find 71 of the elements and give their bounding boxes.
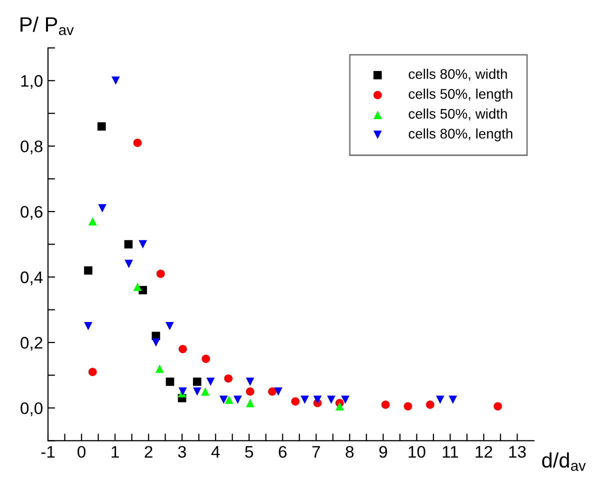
point bbox=[327, 396, 336, 404]
point bbox=[246, 387, 254, 396]
point bbox=[124, 260, 133, 268]
y-tick-label: 0,8 bbox=[20, 140, 42, 154]
legend-label: cells 50%, length bbox=[408, 88, 512, 102]
point bbox=[246, 378, 254, 386]
x-tick-label: 3 bbox=[178, 446, 186, 458]
x-tick-label: 11 bbox=[442, 446, 458, 458]
x-tick-label: 0 bbox=[78, 446, 86, 458]
point bbox=[494, 402, 502, 410]
x-tick-label: 5 bbox=[245, 446, 254, 458]
x-tick-label: 2 bbox=[144, 446, 152, 458]
x-tick-label: 4 bbox=[211, 446, 220, 458]
point bbox=[155, 364, 164, 373]
point bbox=[206, 378, 215, 386]
legend-label: cells 80%, width bbox=[408, 68, 507, 81]
point bbox=[192, 387, 202, 396]
y-tick-label: 0,0 bbox=[20, 402, 42, 416]
point bbox=[291, 397, 300, 406]
x-tick-label: -1 bbox=[41, 446, 55, 458]
point bbox=[138, 240, 148, 248]
y-axis-title: P/ P$_{av}$ bbox=[20, 16, 74, 36]
point bbox=[268, 387, 276, 396]
point bbox=[97, 122, 106, 131]
x-tick-label: 12 bbox=[476, 446, 492, 458]
point bbox=[234, 396, 242, 404]
legend-label: cells 80%, length bbox=[408, 128, 512, 142]
point bbox=[98, 204, 106, 212]
point bbox=[313, 396, 322, 404]
point bbox=[166, 378, 174, 386]
point bbox=[436, 396, 444, 404]
point bbox=[178, 344, 187, 354]
point bbox=[112, 76, 120, 85]
point bbox=[300, 396, 309, 404]
point bbox=[246, 398, 254, 408]
point bbox=[84, 266, 92, 275]
y-tick-label: 0,6 bbox=[20, 206, 42, 220]
point bbox=[426, 400, 434, 409]
point bbox=[335, 402, 344, 410]
point bbox=[124, 240, 133, 248]
x-tick-label: 9 bbox=[379, 446, 388, 458]
x-tick-label: 7 bbox=[312, 446, 320, 458]
point bbox=[133, 138, 142, 147]
y-tick-label: 0,2 bbox=[20, 336, 42, 351]
point bbox=[404, 402, 412, 410]
point bbox=[156, 270, 165, 278]
x-tick-label: 8 bbox=[346, 446, 354, 458]
y-tick-label: 1,0 bbox=[21, 75, 42, 89]
point bbox=[341, 396, 350, 404]
x-tick-label: 6 bbox=[278, 446, 287, 458]
point bbox=[152, 338, 160, 347]
point bbox=[224, 396, 234, 404]
point bbox=[201, 387, 210, 396]
y-tick-label: 0,4 bbox=[20, 271, 43, 286]
point bbox=[202, 354, 210, 364]
x-tick-label: 10 bbox=[408, 446, 426, 458]
point bbox=[219, 396, 228, 404]
point bbox=[84, 322, 92, 330]
point bbox=[88, 217, 97, 226]
point bbox=[448, 396, 458, 404]
point bbox=[166, 322, 174, 330]
point bbox=[192, 378, 202, 386]
point bbox=[381, 400, 390, 409]
point bbox=[88, 368, 97, 376]
x-tick-label: 13 bbox=[509, 446, 526, 458]
point bbox=[133, 282, 142, 292]
x-axis-title: d/d$_{av}$ bbox=[542, 452, 586, 471]
point bbox=[274, 387, 282, 396]
legend-label: cells 50%, width bbox=[408, 108, 507, 120]
x-tick-label: 1 bbox=[112, 446, 119, 458]
point bbox=[224, 374, 232, 383]
